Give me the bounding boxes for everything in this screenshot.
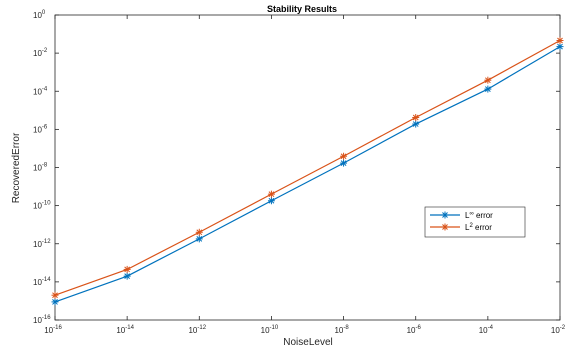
x-tick-label: 10-14 (116, 325, 134, 335)
data-point (412, 120, 420, 128)
x-tick-label: 10-12 (188, 325, 206, 335)
y-tick-label: 10-4 (33, 86, 48, 96)
data-point (484, 76, 492, 84)
series-line (54, 46, 561, 303)
axis-ticks (54, 14, 561, 321)
x-tick-label: 10-16 (44, 325, 62, 335)
x-tick-label: 10-2 (551, 325, 566, 335)
legend-entry: L∞ error (430, 211, 493, 220)
legend-entry: L2 error (430, 223, 492, 232)
data-point (484, 85, 492, 93)
data-point (267, 190, 275, 198)
x-axis-label: NoiseLevel (283, 337, 332, 348)
y-tick-label: 10-16 (33, 315, 51, 325)
data-point (340, 159, 348, 167)
plot-area (54, 14, 561, 321)
data-point (556, 36, 564, 44)
series-line (54, 39, 561, 296)
data-point (556, 43, 564, 51)
legend-box (424, 206, 526, 238)
y-tick-label: 10-12 (33, 239, 51, 249)
chart-title: Stability Results (267, 4, 337, 14)
data-point (123, 265, 131, 273)
series-group (51, 36, 564, 306)
y-tick-label: 10-2 (33, 48, 48, 58)
x-tick-label: 10-10 (261, 325, 279, 335)
data-point (441, 223, 449, 231)
data-point (51, 298, 59, 306)
y-axis-tick-labels: 100 10-2 10-4 10-6 10-8 10-10 10-12 10-14 10-16 (33, 10, 51, 325)
legend-label: L2 error (465, 223, 492, 232)
data-point (195, 228, 203, 236)
data-point (51, 291, 59, 299)
data-point (340, 152, 348, 160)
y-axis-label: RecoveredError (11, 132, 22, 203)
y-tick-label: 10-10 (33, 201, 51, 211)
x-tick-label: 10-4 (479, 325, 494, 335)
data-point (441, 211, 449, 219)
data-point (195, 235, 203, 243)
y-tick-label: 10-14 (33, 277, 51, 287)
legend-label: L∞ error (465, 211, 493, 220)
y-tick-label: 10-8 (33, 163, 48, 173)
legend: L∞ error L2 error (424, 206, 526, 238)
x-tick-label: 10-6 (407, 325, 422, 335)
x-axis-tick-labels: 10-16 10-14 10-12 10-10 10-8 10-6 10-4 10-2 (44, 325, 566, 335)
y-tick-label: 100 (33, 10, 46, 20)
data-point (267, 197, 275, 205)
data-point (123, 272, 131, 280)
data-point (412, 113, 420, 121)
y-tick-label: 10-6 (33, 124, 48, 134)
x-tick-label: 10-8 (334, 325, 349, 335)
